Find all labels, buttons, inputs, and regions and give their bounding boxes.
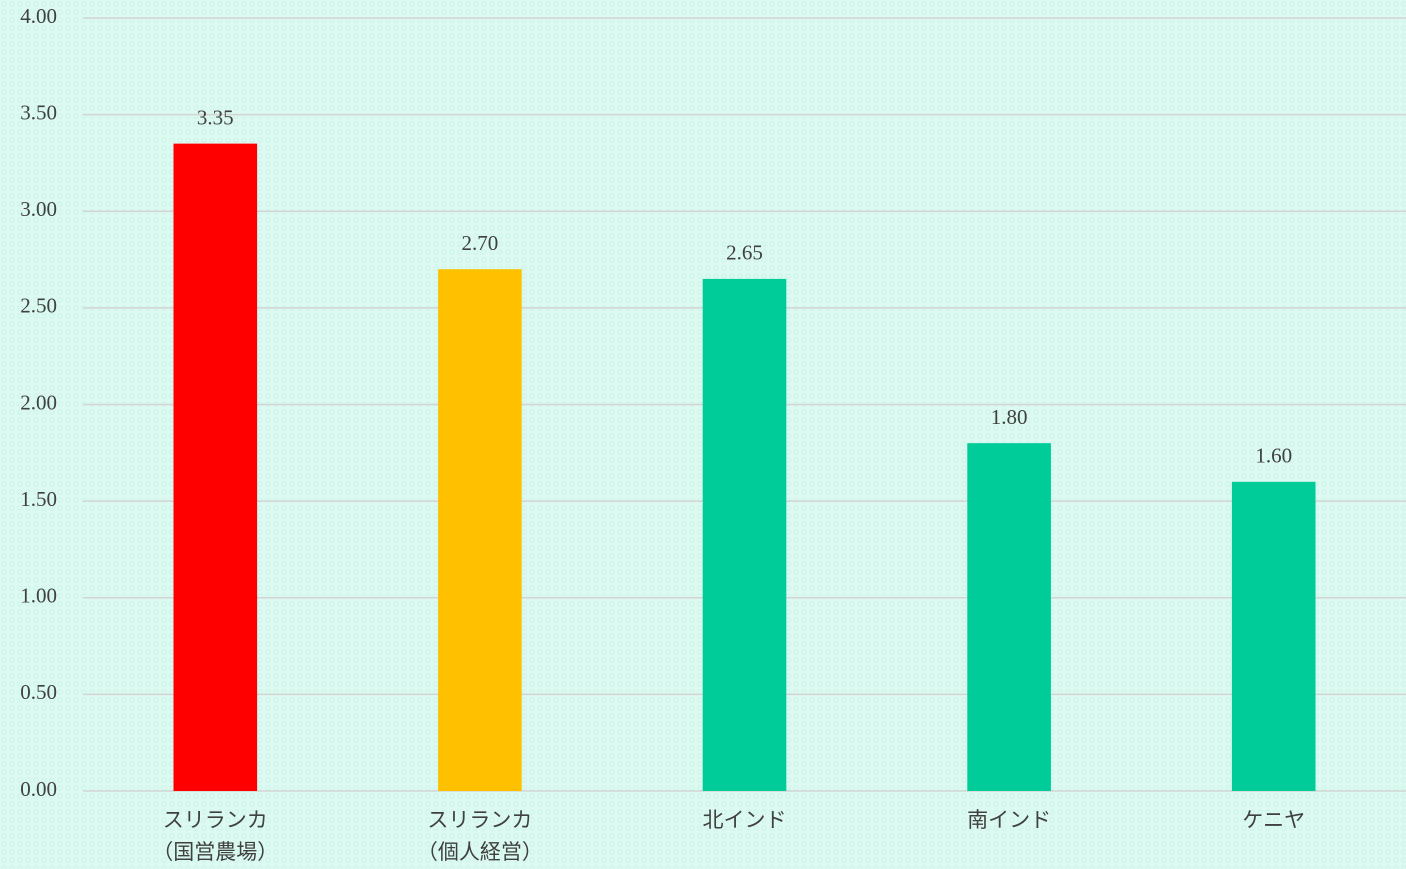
- value-label: 2.70: [462, 231, 499, 255]
- y-tick-label: 2.00: [20, 390, 57, 414]
- value-label: 1.60: [1255, 444, 1292, 468]
- y-tick-label: 1.50: [20, 487, 57, 511]
- y-tick-label: 4.00: [20, 4, 57, 28]
- bar: [173, 143, 258, 792]
- y-tick-label: 2.50: [20, 294, 57, 318]
- x-tick-label: （国営農場）: [152, 840, 278, 864]
- bar: [1231, 481, 1316, 791]
- x-tick-label: 南インド: [967, 808, 1051, 832]
- x-tick-label: スリランカ: [427, 808, 532, 832]
- x-tick-label: （個人経営）: [417, 840, 543, 864]
- bar: [702, 278, 787, 791]
- y-tick-label: 0.00: [20, 777, 57, 801]
- y-tick-label: 1.00: [20, 584, 57, 608]
- y-tick-label: 0.50: [20, 680, 57, 704]
- x-tick-label: ケニヤ: [1242, 808, 1305, 832]
- value-label: 1.80: [991, 405, 1028, 429]
- y-tick-label: 3.50: [20, 100, 57, 124]
- bar: [967, 443, 1051, 791]
- bar: [438, 269, 522, 792]
- value-label: 3.35: [197, 105, 234, 129]
- x-tick-label: 北インド: [703, 808, 787, 832]
- y-tick-label: 3.00: [20, 197, 57, 221]
- x-tick-label: スリランカ: [163, 808, 268, 832]
- value-label: 2.65: [726, 241, 763, 265]
